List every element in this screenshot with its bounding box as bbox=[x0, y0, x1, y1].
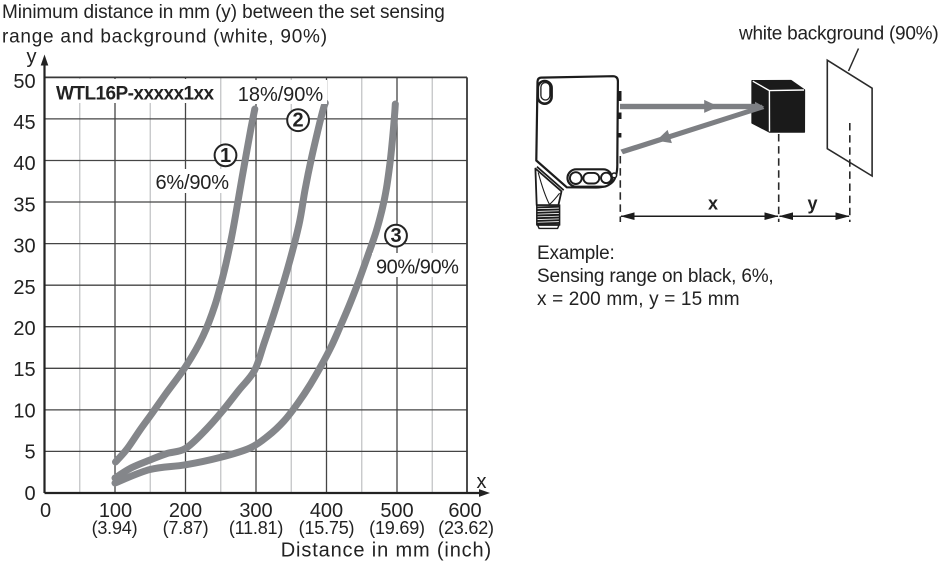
svg-text:10: 10 bbox=[13, 400, 35, 422]
svg-text:40: 40 bbox=[13, 153, 35, 175]
svg-text:30: 30 bbox=[13, 236, 35, 258]
svg-text:Example:: Example: bbox=[537, 243, 615, 264]
svg-text:15: 15 bbox=[13, 359, 35, 381]
svg-text:Sensing range on black, 6%,: Sensing range on black, 6%, bbox=[537, 266, 773, 287]
svg-text:Minimum distance in mm (y) bet: Minimum distance in mm (y) between the s… bbox=[2, 2, 445, 23]
svg-text:(3.94): (3.94) bbox=[92, 518, 138, 538]
svg-text:(23.62): (23.62) bbox=[438, 518, 494, 538]
svg-text:90%/90%: 90%/90% bbox=[376, 256, 459, 278]
svg-text:500: 500 bbox=[380, 500, 413, 522]
svg-text:25: 25 bbox=[13, 277, 35, 299]
svg-text:range and background (white, 9: range and background (white, 90%) bbox=[2, 26, 328, 47]
svg-text:Distance in mm (inch): Distance in mm (inch) bbox=[281, 540, 492, 562]
svg-text:0: 0 bbox=[40, 500, 51, 522]
svg-text:(7.87): (7.87) bbox=[163, 518, 209, 538]
svg-text:200: 200 bbox=[169, 500, 202, 522]
svg-text:(11.81): (11.81) bbox=[229, 518, 283, 538]
svg-text:35: 35 bbox=[13, 194, 35, 216]
svg-text:45: 45 bbox=[13, 112, 35, 134]
svg-text:3: 3 bbox=[390, 225, 401, 247]
svg-text:50: 50 bbox=[13, 71, 35, 93]
svg-text:x: x bbox=[477, 471, 487, 493]
svg-text:6%/90%: 6%/90% bbox=[156, 172, 230, 194]
svg-text:100: 100 bbox=[99, 500, 132, 522]
svg-text:18%/90%: 18%/90% bbox=[238, 84, 324, 106]
svg-text:x = 200 mm, y = 15 mm: x = 200 mm, y = 15 mm bbox=[537, 289, 740, 310]
svg-text:300: 300 bbox=[239, 500, 272, 522]
svg-text:white background (90%): white background (90%) bbox=[738, 24, 938, 45]
svg-text:x: x bbox=[708, 194, 718, 214]
svg-text:0: 0 bbox=[24, 483, 35, 505]
svg-text:1: 1 bbox=[220, 145, 231, 167]
svg-text:20: 20 bbox=[13, 318, 35, 340]
svg-text:600: 600 bbox=[448, 500, 481, 522]
svg-text:y: y bbox=[27, 46, 37, 68]
svg-text:5: 5 bbox=[24, 442, 35, 464]
svg-text:2: 2 bbox=[293, 110, 304, 132]
svg-text:(15.75): (15.75) bbox=[299, 518, 355, 538]
svg-text:(19.69): (19.69) bbox=[369, 518, 425, 538]
svg-text:WTL16P-xxxxx1xx: WTL16P-xxxxx1xx bbox=[56, 84, 215, 105]
svg-text:400: 400 bbox=[310, 500, 343, 522]
svg-text:y: y bbox=[808, 194, 818, 214]
